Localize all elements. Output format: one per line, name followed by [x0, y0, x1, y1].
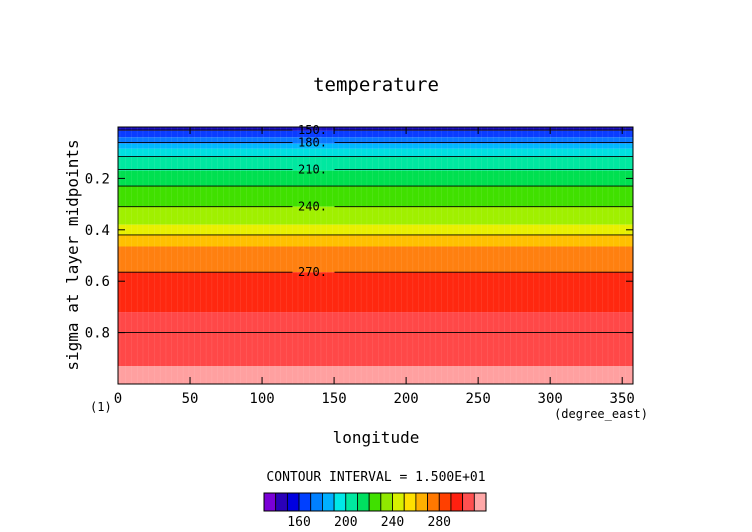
x-tick-label: 200	[393, 391, 418, 407]
contour-band-250	[118, 234, 633, 247]
colorbar-tick-label: 240	[381, 515, 404, 530]
colorbar-swatch	[392, 492, 405, 512]
contour-label: 180.	[298, 135, 327, 149]
colorbar-frame	[263, 492, 487, 512]
colorbar-swatch	[403, 492, 417, 512]
x-axis: 0 50 100 150 200 250 300 350	[114, 127, 635, 407]
colorbar-swatch	[357, 492, 370, 512]
y-tick-label: 0.6	[85, 274, 110, 290]
contour-band-225	[118, 186, 633, 207]
colorbar-swatch	[380, 492, 393, 512]
colorbar-swatch	[263, 492, 277, 512]
contour-labels: 150.180.210.240.270.	[298, 123, 327, 279]
colorbar-swatch	[275, 492, 288, 512]
colorbar-tick-label: 280	[428, 515, 451, 530]
y-tick-label: 0.4	[85, 223, 110, 239]
y-tick-label: 0.2	[85, 171, 110, 187]
colorbar-swatch	[345, 492, 358, 512]
contour-band-235	[118, 206, 633, 225]
colorbar-tick-label: 200	[334, 515, 357, 530]
colorbar-swatch	[462, 492, 475, 512]
x-tick-label: 350	[610, 391, 635, 407]
contour-interval-label: CONTOUR INTERVAL = 1.500E+01	[266, 470, 485, 485]
contour-band-245	[118, 224, 633, 235]
colorbar-swatch	[286, 492, 300, 512]
contour-band-165	[118, 130, 633, 138]
colorbar-swatch	[310, 492, 323, 512]
x-tick-label: 300	[538, 391, 563, 407]
contour-band-290	[118, 366, 633, 384]
contour-band-175	[118, 137, 633, 144]
x-tick-label: 250	[465, 391, 490, 407]
contour-band-280	[118, 312, 633, 367]
y-axis-label: sigma at layer midpoints	[63, 139, 82, 370]
y-tick-label: 0.8	[85, 326, 110, 342]
contour-label: 240.	[298, 200, 327, 214]
x-tick-label: 100	[249, 391, 274, 407]
contour-band-215	[118, 170, 633, 187]
x-axis-label: longitude	[333, 428, 420, 447]
colorbar-swatch	[322, 492, 335, 512]
colorbar-swatch	[427, 492, 440, 512]
y-axis-unit: (1)	[90, 400, 112, 414]
contour-label: 270.	[298, 265, 327, 279]
x-axis-unit: (degree_east)	[554, 407, 648, 421]
colorbar-tick-label: 160	[287, 515, 310, 530]
colorbar-swatch	[415, 492, 428, 512]
x-tick-label: 50	[182, 391, 199, 407]
contour-band-195	[118, 148, 633, 157]
contour-band-205	[118, 156, 633, 171]
contour-band-150	[118, 127, 633, 131]
chart-title: temperature	[313, 74, 439, 96]
x-tick-label: 150	[321, 391, 346, 407]
colorbar-swatch	[473, 492, 487, 512]
contour-band-185	[118, 143, 633, 149]
contour-band-270	[118, 272, 633, 313]
x-tick-label: 0	[114, 391, 122, 407]
contour-label: 210.	[298, 162, 327, 176]
plot-area	[118, 127, 633, 384]
y-axis: 0.2 0.4 0.6 0.8	[85, 171, 633, 342]
colorbar-swatch	[450, 492, 464, 512]
colorbar-swatch	[298, 492, 312, 512]
colorbar-swatch	[333, 492, 347, 512]
colorbar-swatch	[438, 492, 452, 512]
plot-frame	[117, 126, 634, 385]
colorbar-swatch	[368, 492, 382, 512]
colorbar: 160 200 240 280	[263, 492, 487, 530]
contour-lines	[118, 129, 633, 334]
contour-band-260	[118, 246, 633, 273]
